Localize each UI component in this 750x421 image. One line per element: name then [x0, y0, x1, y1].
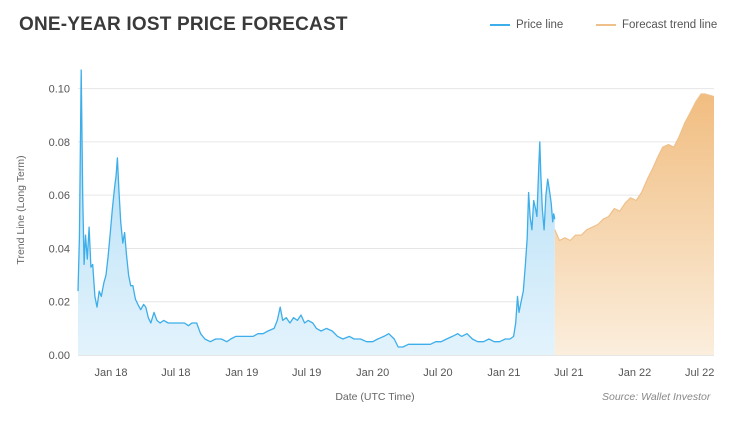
price-line-area — [78, 70, 555, 355]
y-tick-label: 0.02 — [49, 297, 70, 309]
price-line-line — [77, 69, 556, 348]
x-tick-label: Jan 21 — [487, 367, 520, 379]
x-tick-label: Jan 18 — [94, 367, 127, 379]
x-tick-label: Jul 18 — [161, 367, 190, 379]
forecast-line-swatch-icon — [596, 24, 616, 26]
legend-price-line-label: Price line — [516, 19, 564, 31]
y-tick-label: 0.10 — [49, 84, 70, 96]
price-line-swatch-icon — [490, 24, 510, 26]
chart-title: ONE-YEAR IOST PRICE FORECAST — [19, 14, 348, 35]
x-tick-label: Jul 22 — [685, 367, 714, 379]
forecast-trend-line-line — [554, 93, 715, 242]
legend-forecast-line: Forecast trend line — [596, 19, 717, 31]
y-tick-label: 0.00 — [49, 350, 70, 362]
legend-forecast-line-label: Forecast trend line — [622, 19, 718, 31]
legend-price-line: Price line — [490, 19, 563, 31]
y-axis-label: Trend Line (Long Term) — [15, 155, 27, 265]
x-tick-label: Jul 21 — [554, 367, 583, 379]
x-axis-label: Date (UTC Time) — [335, 391, 415, 403]
forecast-trend-line-area — [554, 94, 714, 355]
x-tick-label: Jul 19 — [292, 367, 321, 379]
y-tick-label: 0.04 — [49, 243, 70, 255]
x-tick-label: Jul 20 — [423, 367, 452, 379]
y-tick-label: 0.08 — [49, 137, 70, 149]
x-tick-label: Jan 22 — [618, 367, 651, 379]
source-note: Source: Wallet Investor — [602, 391, 711, 403]
x-tick-label: Jan 20 — [356, 367, 389, 379]
x-tick-label: Jan 19 — [225, 367, 258, 379]
y-tick-label: 0.06 — [49, 190, 70, 202]
